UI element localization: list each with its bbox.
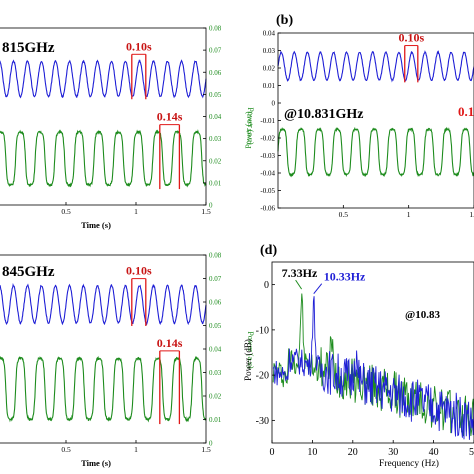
peak-pointer <box>313 283 323 294</box>
peak-label: 10.33Hz <box>324 270 366 284</box>
panel-c-plot-area: 0.10s 0.14s <box>0 264 207 425</box>
peak-pointer <box>295 279 303 290</box>
spectrum-line-blue <box>272 296 474 440</box>
y-tick-label: 0.08 <box>209 252 222 260</box>
y-tick-label: 0 <box>209 440 213 448</box>
series-line-green <box>277 126 474 178</box>
panel-d-axes: 0 10 20 30 40 50 0 -10 -20 -30 <box>256 261 474 458</box>
x-tick-label: 1 <box>407 210 411 219</box>
y-tick-label: 0.02 <box>209 157 222 165</box>
y-tick-label: 0.06 <box>209 69 222 77</box>
y-tick-label: 0 <box>209 202 213 210</box>
y-tick-label: 0.02 <box>263 65 276 73</box>
y-tick-label: 0.05 <box>209 91 222 99</box>
panel-a-ylabel: Power (a.u) <box>246 107 255 145</box>
x-tick-label: 0 <box>270 447 275 458</box>
x-tick-label: 20 <box>348 447 358 458</box>
spectrum-line-green <box>272 293 474 437</box>
panel-c-frequency-label: 845GHz <box>2 264 55 280</box>
series-line-green <box>0 129 207 188</box>
panel-b-red-annotation: 0.1 <box>458 104 474 119</box>
y-tick-label: 0 <box>272 100 276 108</box>
x-tick-label: 50 <box>469 447 474 458</box>
panel-b-frequency-label: @10.831GHz <box>284 107 364 122</box>
panel-d-letter: (d) <box>260 243 277 258</box>
y-tick-label: 0.06 <box>209 299 222 307</box>
y-tick-label: 0 <box>264 280 269 291</box>
marker-label: 0.10s <box>126 39 152 53</box>
panel-d-ylabel: Power (dB) <box>243 339 253 381</box>
series-line-blue <box>277 50 474 83</box>
y-tick-label: -0.06 <box>260 205 275 213</box>
y-tick-label: 0.07 <box>209 275 222 283</box>
x-tick-label: 0.5 <box>61 445 71 454</box>
y-tick-label: -10 <box>256 325 269 336</box>
y-tick-label: 0.03 <box>209 135 222 143</box>
marker-label: 0.10s <box>126 264 152 278</box>
x-tick-label: 1.5 <box>201 207 211 216</box>
plot-frame <box>271 261 474 444</box>
y-tick-label: 0.04 <box>263 30 276 38</box>
series-line-blue <box>0 58 207 99</box>
x-tick-label: 30 <box>388 447 398 458</box>
y-tick-label: 0.01 <box>209 179 222 187</box>
x-tick-label: 10 <box>307 447 317 458</box>
panel-d-frequency-label: @10.83 <box>405 309 440 321</box>
y-tick-label: -0.03 <box>260 152 275 160</box>
panel-a-axes: 0.5 1 1.50 0.01 0.02 0.03 0.04 0.05 0.06 0.07 0.08 <box>0 25 222 216</box>
y-tick-label: -0.05 <box>260 187 275 195</box>
y-tick-label: -0.02 <box>260 135 275 143</box>
panel-c-ylabel: Power (a.u) <box>246 331 255 369</box>
panel-b-axes: 0.5 1 1.5 0.04 0.03 0.02 0.01 0 -0.01 -0.02 -0.03 -… <box>260 30 474 219</box>
series-line-blue <box>0 282 207 326</box>
y-tick-label: 0.04 <box>209 113 222 121</box>
y-tick-label: -0.01 <box>260 117 275 125</box>
panel-b-plot-area: 0.10s <box>277 31 474 178</box>
y-tick-label: -20 <box>256 371 269 382</box>
panel-c-axes: 0.5 1 1.50 0.01 0.02 0.03 0.04 0.05 0.06 0.07 0.08 <box>0 252 222 454</box>
x-tick-label: 0.5 <box>339 210 349 219</box>
x-tick-label: 1 <box>134 445 138 454</box>
panel-a-frequency-label: 815GHz <box>2 40 55 56</box>
y-tick-label: -30 <box>256 416 269 427</box>
marker-label: 0.14s <box>157 336 183 350</box>
panel-d-xlabel: Frequency (Hz) <box>379 458 439 469</box>
panel-b-ylabel: Power (a.u) <box>244 111 253 149</box>
x-tick-label: 1 <box>134 207 138 216</box>
series-line-green <box>0 355 207 423</box>
peak-label: 7.33Hz <box>282 266 318 280</box>
y-tick-label: 0.03 <box>263 47 276 55</box>
panel-a-xlabel: Time (s) <box>81 220 111 230</box>
y-tick-label: 0.03 <box>209 369 222 377</box>
y-tick-label: 0.08 <box>209 25 222 33</box>
y-tick-label: 0.05 <box>209 322 222 330</box>
marker-label: 0.14s <box>157 110 183 124</box>
x-tick-label: 1.5 <box>469 210 474 219</box>
panel-d-plot-area: 7.33Hz 10.33Hz <box>272 266 474 440</box>
y-tick-label: 0.07 <box>209 47 222 55</box>
y-tick-label: 0.01 <box>263 82 276 90</box>
y-tick-label: 0.04 <box>209 346 222 354</box>
panel-c-xlabel: Time (s) <box>81 458 111 468</box>
y-tick-label: 0.02 <box>209 393 222 401</box>
y-tick-label: 0.01 <box>209 416 222 424</box>
x-tick-label: 40 <box>429 447 439 458</box>
x-tick-label: 1.5 <box>201 445 211 454</box>
panel-b: 0.10s 0.5 1 1.5 0.04 0.03 0.02 0.01 0 -0.01 -0.02… <box>244 13 474 219</box>
panel-b-letter: (b) <box>276 13 293 28</box>
panel-a-plot-area: 0.10s 0.14s <box>0 39 207 190</box>
x-tick-label: 0.5 <box>61 207 71 216</box>
marker-label: 0.10s <box>398 31 424 45</box>
y-tick-label: -0.04 <box>260 170 275 178</box>
